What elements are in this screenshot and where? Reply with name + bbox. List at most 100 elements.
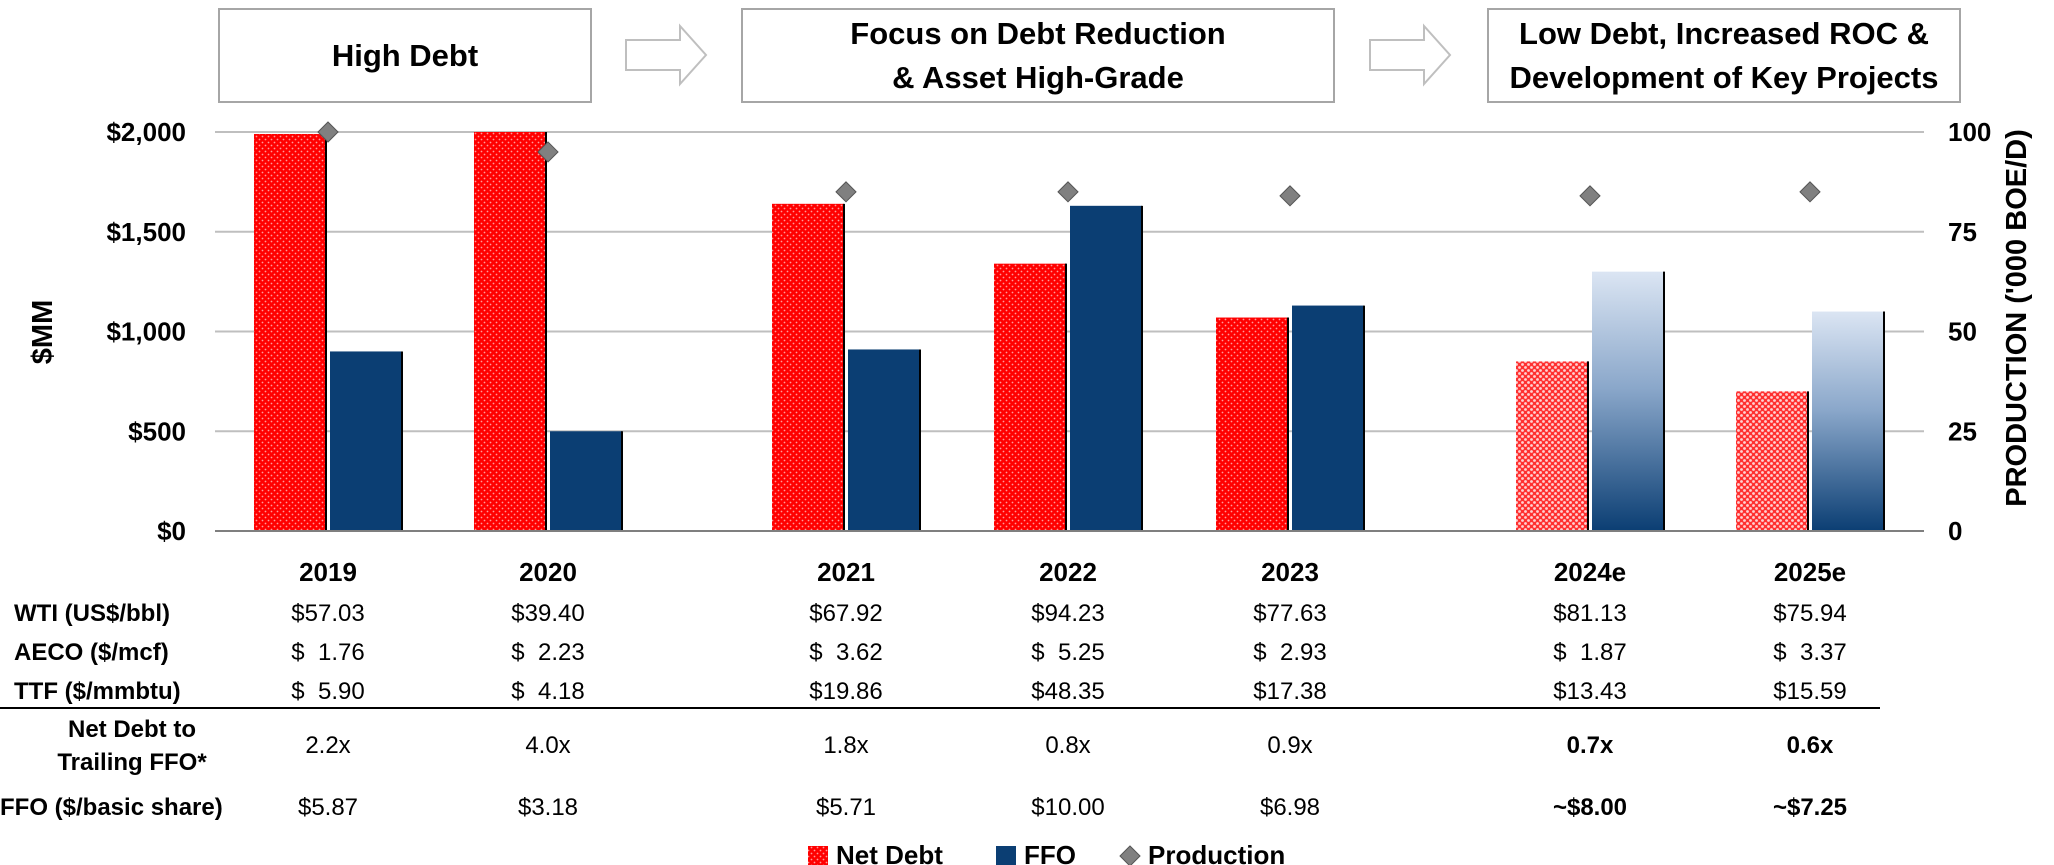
left-axis-title: $MM: [27, 300, 59, 364]
phase-box-high-debt: High Debt: [218, 8, 592, 103]
year-label: 2023: [1261, 557, 1319, 587]
table-row-label: WTI (US$/bbl): [14, 600, 170, 627]
table-cell: 1.8x: [823, 732, 868, 759]
ffo-bar: [1292, 305, 1364, 531]
table-cell: $48.35: [1031, 678, 1104, 705]
year-labels: 2019 2020 2021 2022 2023 2024e 2025e: [299, 557, 1846, 587]
net-debt-bar: [1516, 361, 1588, 531]
table-cell: $ 5.25: [1031, 639, 1104, 666]
table-cell: $77.63: [1253, 600, 1326, 627]
right-axis-tick-label: 100: [1948, 117, 1991, 147]
table-row-label: AECO ($/mcf): [14, 639, 169, 666]
table-cell: $17.38: [1253, 678, 1326, 705]
phase-box-low-debt: Low Debt, Increased ROC & Development of…: [1487, 8, 1961, 103]
table-cell: $57.03: [291, 600, 364, 627]
net-debt-bar: [254, 133, 326, 531]
left-axis-tick-label: $1,000: [106, 317, 186, 347]
production-marker: [1057, 181, 1079, 203]
right-axis-tick-label: 0: [1948, 516, 1962, 546]
year-label: 2024e: [1554, 557, 1626, 587]
legend-swatch: [996, 846, 1016, 865]
table-cell: $67.92: [809, 600, 882, 627]
table-cell: $10.00: [1031, 794, 1104, 821]
ffo-bar: [1812, 311, 1884, 531]
production-markers: [317, 121, 1821, 207]
table-row-label: FFO ($/basic share): [0, 794, 223, 821]
table-cell: 2.2x: [305, 732, 350, 759]
production-marker: [835, 181, 857, 203]
table-cell: ~$7.25: [1773, 794, 1847, 821]
table-cell: $6.98: [1260, 794, 1320, 821]
production-marker: [317, 121, 339, 143]
left-axis-tick-label: $2,000: [106, 117, 186, 147]
left-axis-tick-label: $500: [128, 416, 186, 446]
legend-label: FFO: [1024, 840, 1076, 865]
table-cell: $39.40: [511, 600, 584, 627]
legend-label: Production: [1148, 840, 1285, 865]
year-label: 2019: [299, 557, 357, 587]
production-marker: [1799, 181, 1821, 203]
table-cell: $19.86: [809, 678, 882, 705]
year-label: 2020: [519, 557, 577, 587]
table-cell: 0.6x: [1787, 732, 1834, 759]
legend-label: Net Debt: [836, 840, 943, 865]
ffo-bar: [1070, 205, 1142, 531]
right-axis-title: PRODUCTION ('000 BOE/D): [2001, 129, 2033, 507]
table-cell: 4.0x: [525, 732, 570, 759]
production-marker: [1279, 185, 1301, 207]
table-cell: $13.43: [1553, 678, 1626, 705]
right-axis-tick-label: 75: [1948, 217, 1977, 247]
net-debt-bar: [474, 132, 546, 531]
net-debt-bar: [1216, 317, 1288, 531]
commodity-table: WTI (US$/bbl) $57.03 $39.40 $67.92 $94.23 $77…: [0, 600, 1847, 821]
table-cell: 0.7x: [1567, 732, 1614, 759]
right-axis-tick-label: 25: [1948, 416, 1977, 446]
left-axis-tick-label: $0: [157, 516, 186, 546]
table-cell: $15.59: [1773, 678, 1846, 705]
ffo-bar: [550, 431, 622, 531]
right-axis-ticks: 0 25 50 75 100: [1948, 117, 1991, 546]
phase-label-debt-reduction: Focus on Debt Reduction & Asset High-Gra…: [850, 15, 1226, 95]
table-cell: $ 5.90: [291, 678, 364, 705]
left-axis-ticks: $0 $500 $1,000 $1,500 $2,000: [106, 117, 186, 546]
year-label: 2021: [817, 557, 875, 587]
year-label: 2022: [1039, 557, 1097, 587]
table-row-label: Trailing FFO*: [57, 749, 207, 776]
table-cell: $75.94: [1773, 600, 1846, 627]
year-label: 2025e: [1774, 557, 1846, 587]
ffo-bar: [1592, 271, 1664, 531]
table-cell: $ 1.87: [1553, 639, 1626, 666]
table-cell: $ 2.93: [1253, 639, 1326, 666]
table-cell: $ 3.62: [809, 639, 882, 666]
table-cell: $ 2.23: [511, 639, 584, 666]
production-marker: [537, 141, 559, 163]
table-cell: $5.71: [816, 794, 876, 821]
table-row-label: TTF ($/mmbtu): [14, 678, 181, 705]
table-row-label: Net Debt to: [68, 716, 196, 743]
right-axis-tick-label: 50: [1948, 317, 1977, 347]
table-cell: $81.13: [1553, 600, 1626, 627]
table-cell: $5.87: [298, 794, 358, 821]
net-debt-bar: [772, 203, 844, 531]
net-debt-bar: [1736, 391, 1808, 531]
table-cell: $3.18: [518, 794, 578, 821]
legend: Net Debt FFO Production: [808, 840, 1285, 865]
production-marker: [1579, 185, 1601, 207]
ffo-bar: [330, 351, 402, 531]
table-cell: $ 1.76: [291, 639, 364, 666]
ffo-bar: [848, 349, 920, 531]
phase-label-low-debt: Low Debt, Increased ROC & Development of…: [1509, 15, 1939, 95]
net-debt-bar: [994, 263, 1066, 531]
phase-box-debt-reduction: Focus on Debt Reduction & Asset High-Gra…: [741, 8, 1335, 103]
table-cell: $ 3.37: [1773, 639, 1846, 666]
table-cell: 0.9x: [1267, 732, 1312, 759]
table-cell: 0.8x: [1045, 732, 1090, 759]
table-cell: $94.23: [1031, 600, 1104, 627]
legend-swatch: [808, 846, 828, 865]
left-axis-tick-label: $1,500: [106, 217, 186, 247]
phase-arrow-1: [625, 23, 708, 87]
bars: [254, 132, 1885, 531]
phase-arrow-2: [1369, 23, 1452, 87]
table-cell: $ 4.18: [511, 678, 584, 705]
